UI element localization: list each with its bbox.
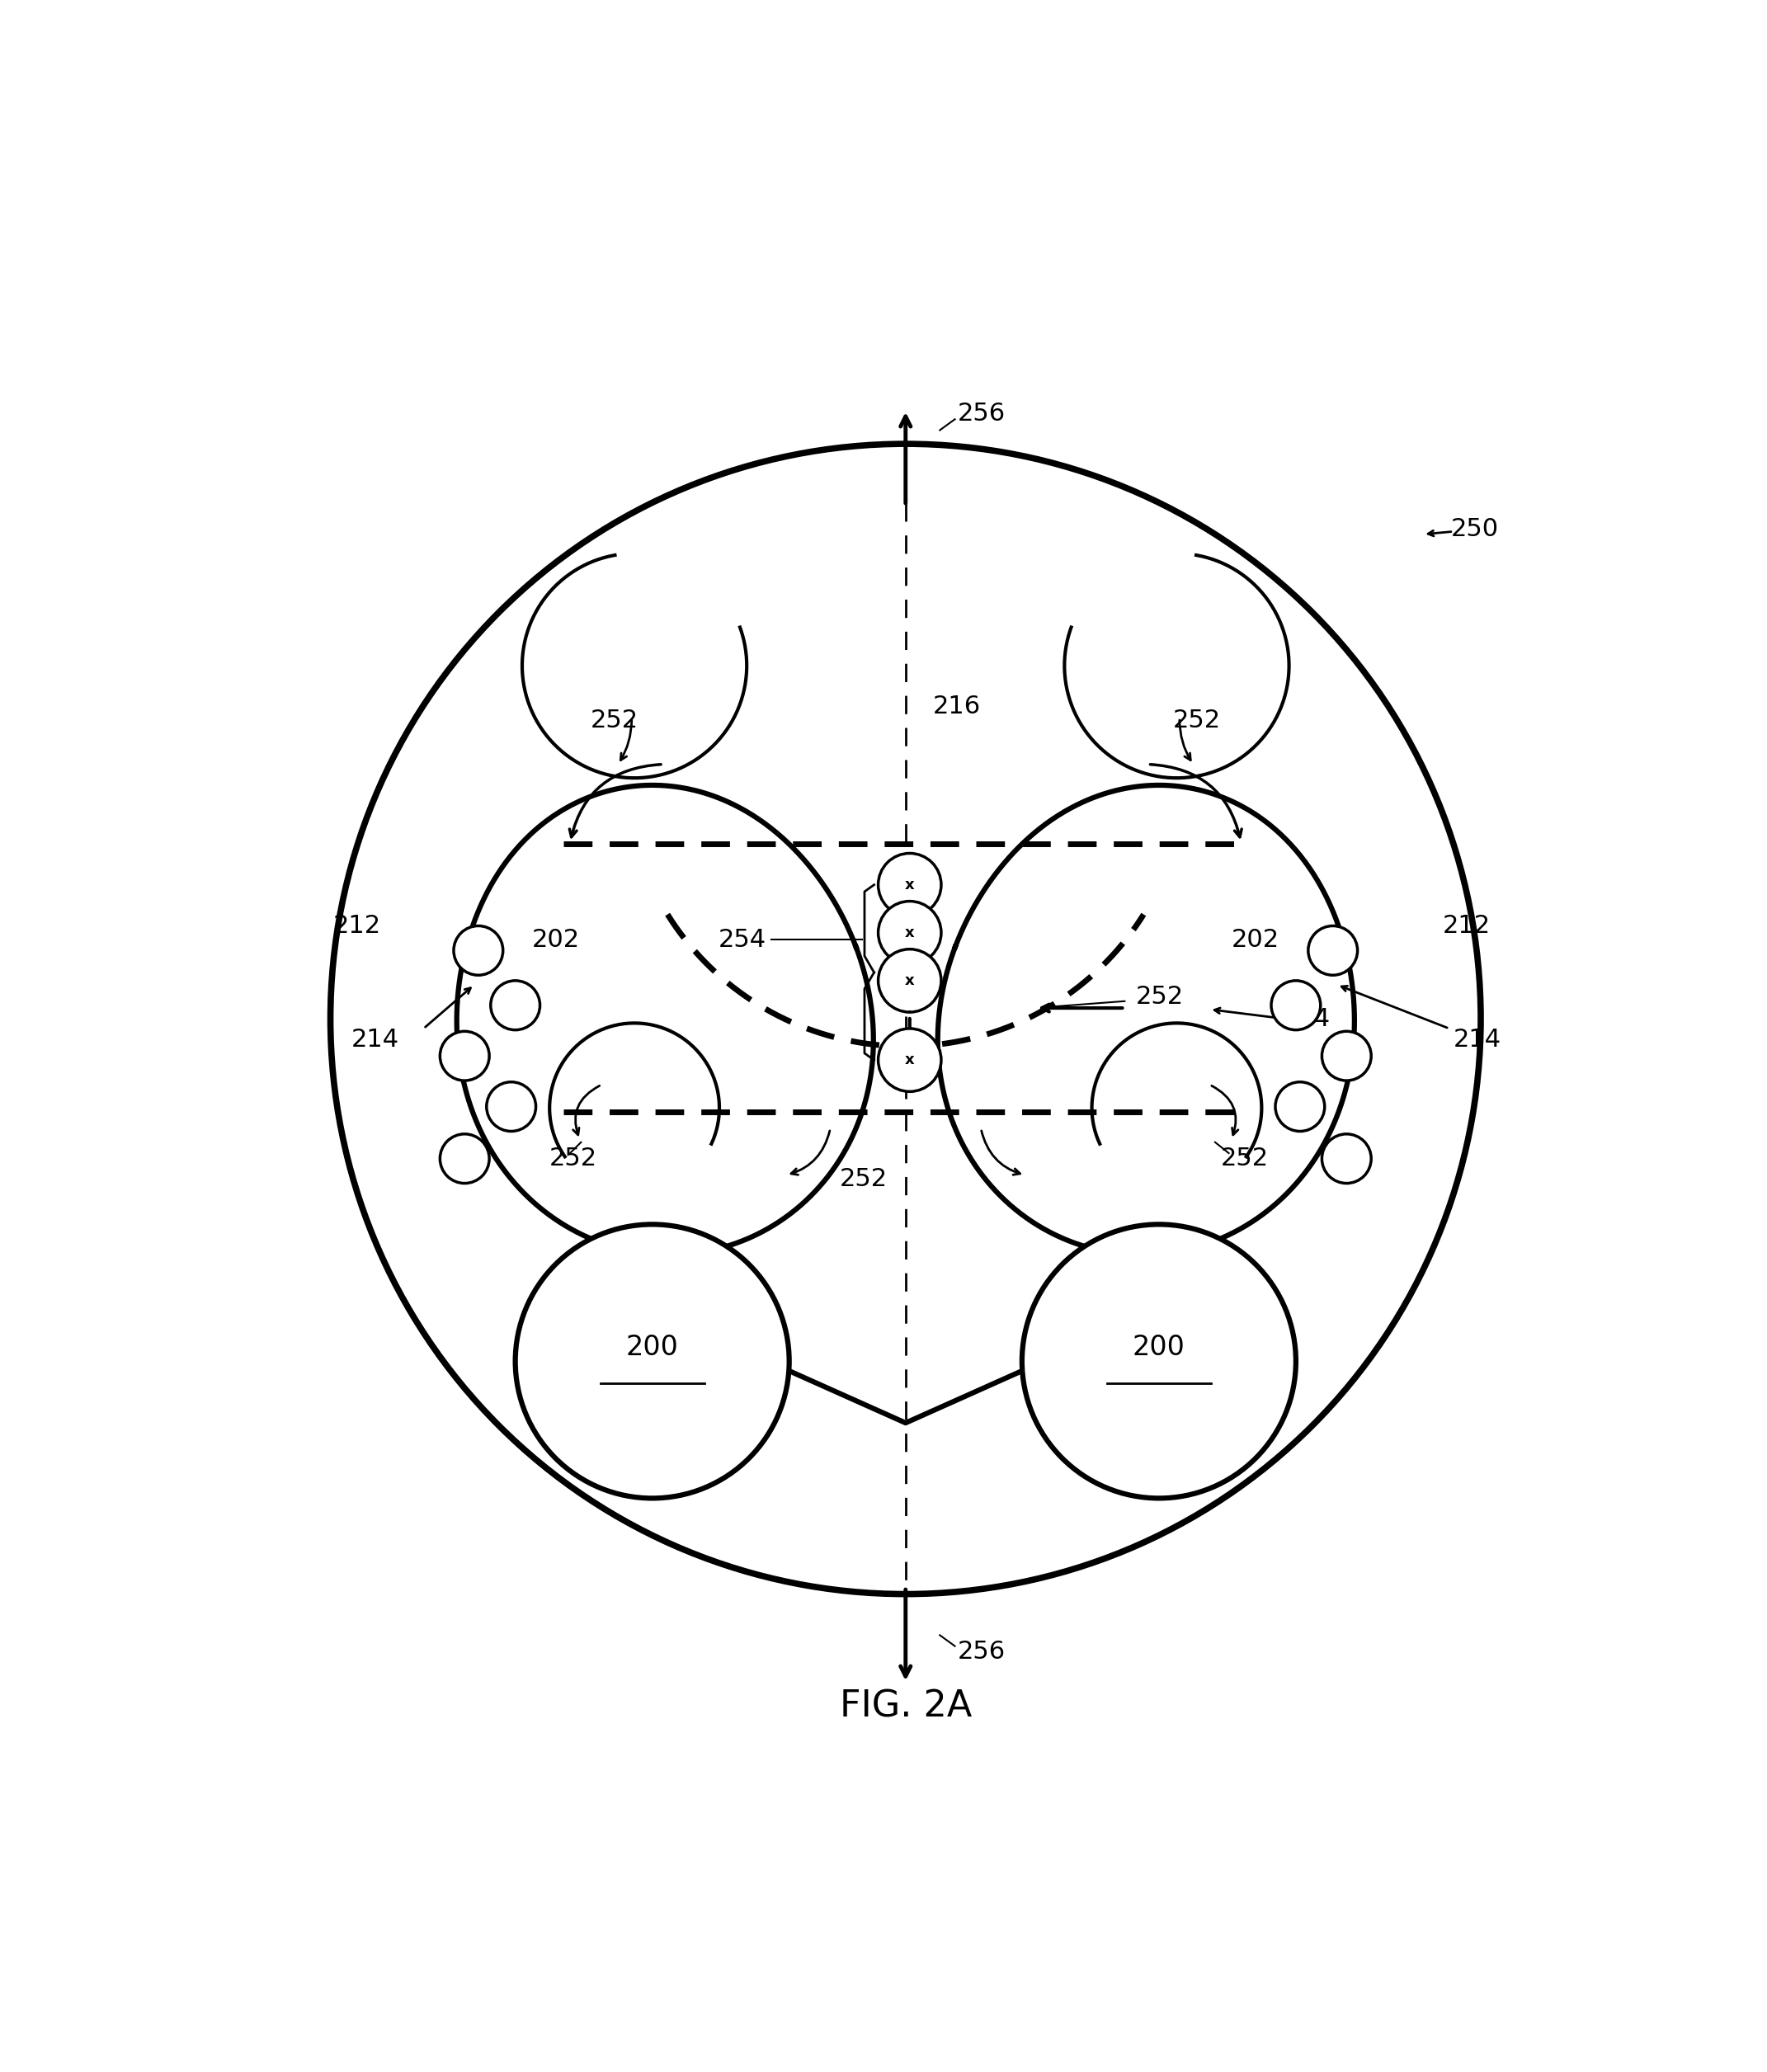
Circle shape: [454, 926, 504, 976]
Text: x: x: [905, 926, 915, 941]
Text: 252: 252: [550, 1146, 597, 1171]
Circle shape: [440, 1133, 489, 1183]
Text: 202: 202: [532, 928, 580, 951]
Circle shape: [1270, 980, 1320, 1030]
Text: 252: 252: [1173, 709, 1221, 731]
Text: 214: 214: [1454, 1028, 1502, 1051]
Text: 212: 212: [1442, 914, 1490, 939]
Text: 252: 252: [1221, 1146, 1269, 1171]
Text: FIG. 2A: FIG. 2A: [839, 1689, 972, 1724]
Circle shape: [1276, 1082, 1325, 1131]
Text: 252: 252: [1136, 984, 1184, 1009]
Text: 204: 204: [1283, 1007, 1331, 1032]
Text: 202: 202: [1232, 928, 1279, 951]
Circle shape: [1322, 1032, 1371, 1082]
Text: 252: 252: [590, 709, 638, 731]
Circle shape: [1308, 926, 1357, 976]
Circle shape: [440, 1032, 489, 1082]
Text: 214: 214: [352, 1028, 399, 1051]
Text: 200: 200: [1133, 1334, 1186, 1361]
Text: ⋮: ⋮: [898, 1009, 921, 1032]
Text: 254: 254: [717, 928, 765, 951]
Text: 200: 200: [626, 1334, 679, 1361]
Text: 256: 256: [958, 1639, 1005, 1664]
Text: 216: 216: [933, 694, 981, 719]
Text: x: x: [905, 876, 915, 893]
Circle shape: [878, 1028, 942, 1092]
Text: x: x: [905, 974, 915, 988]
Circle shape: [878, 901, 942, 963]
Text: 252: 252: [839, 1167, 887, 1191]
Text: x: x: [905, 1053, 915, 1067]
Text: 250: 250: [1451, 516, 1498, 541]
Circle shape: [878, 949, 942, 1011]
Text: 212: 212: [334, 914, 382, 939]
Circle shape: [516, 1225, 790, 1498]
Circle shape: [486, 1082, 535, 1131]
Circle shape: [1021, 1225, 1295, 1498]
Circle shape: [1322, 1133, 1371, 1183]
Text: 256: 256: [958, 402, 1005, 425]
Circle shape: [878, 854, 942, 916]
Circle shape: [491, 980, 541, 1030]
